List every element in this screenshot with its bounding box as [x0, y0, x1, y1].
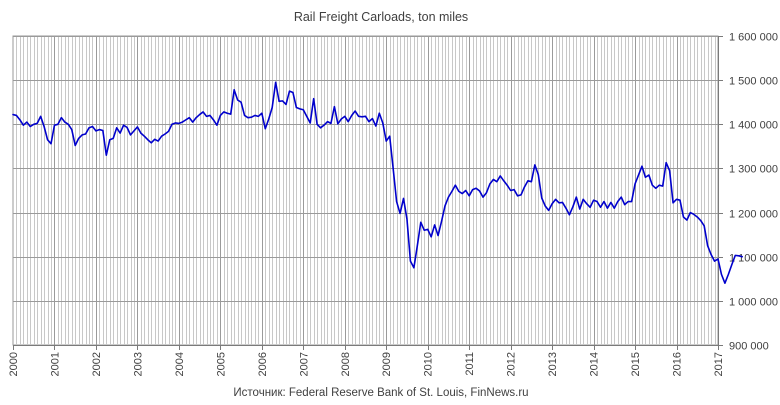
- y-tick-label: 1 100 000: [729, 253, 778, 265]
- y-tick-label: 1 000 000: [729, 297, 778, 309]
- x-tick-label: 2001: [49, 352, 61, 376]
- x-tick-label: 2014: [589, 352, 601, 376]
- x-tick-label: 2008: [340, 352, 352, 376]
- y-tick-label: 1 400 000: [729, 120, 778, 132]
- chart-title: Rail Freight Carloads, ton miles: [294, 10, 468, 24]
- x-tick-label: 2006: [257, 352, 269, 376]
- x-tick-label: 2013: [547, 352, 559, 376]
- y-tick-label: 1 600 000: [729, 32, 778, 44]
- x-tick-label: 2012: [506, 352, 518, 376]
- y-tick-label: 900 000: [729, 341, 769, 353]
- x-tick-label: 2005: [215, 352, 227, 376]
- x-tick-label: 2017: [713, 352, 725, 376]
- source-note: Источник: Federal Reserve Bank of St. Lo…: [233, 387, 528, 399]
- y-tick-label: 1 500 000: [729, 76, 778, 88]
- y-tick-label: 1 300 000: [729, 164, 778, 176]
- x-tick-label: 2007: [298, 352, 310, 376]
- x-tick-label: 2011: [464, 352, 476, 376]
- x-tick-label: 2004: [174, 352, 186, 376]
- x-tick-label: 2009: [381, 352, 393, 376]
- x-tick-label: 2015: [630, 352, 642, 376]
- series-line: [12, 81, 743, 285]
- plot-area: 900 000 1 000 000 1 100 000 1 200 000 1 300 …: [8, 32, 778, 377]
- x-tick-label: 2002: [91, 352, 103, 376]
- plot-background: [12, 35, 719, 346]
- x-tick-label: 2010: [423, 352, 435, 376]
- x-tick-label: 2003: [132, 352, 144, 376]
- y-tick-label: 1 200 000: [729, 209, 778, 221]
- x-tick-label: 2016: [672, 352, 684, 376]
- x-tick-label: 2000: [8, 352, 20, 376]
